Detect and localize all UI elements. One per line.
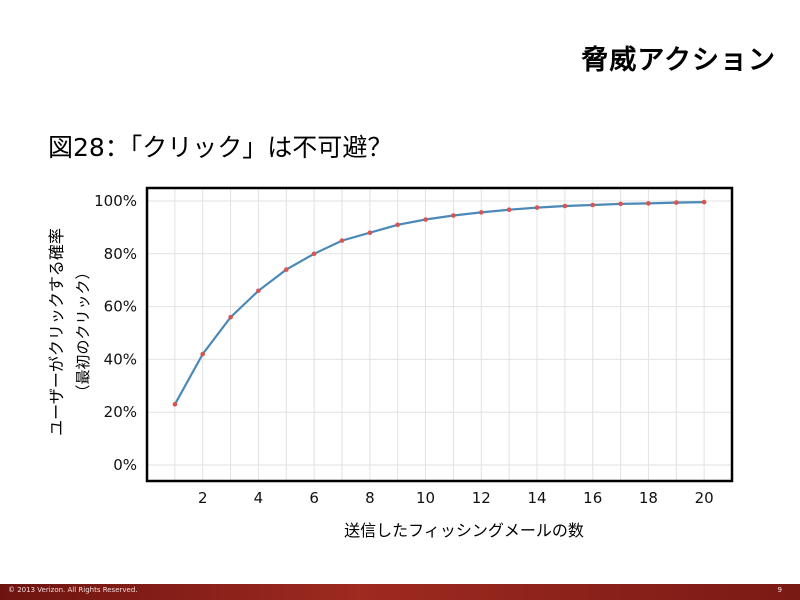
y-tick-label: 80% <box>104 245 137 263</box>
data-point <box>228 314 233 320</box>
data-point <box>423 217 428 222</box>
data-point <box>701 199 707 205</box>
series-line <box>173 201 705 405</box>
slide-header-title: 脅威アクション <box>581 45 776 76</box>
y-tick-label: 100% <box>94 192 137 210</box>
y-tick-label: 20% <box>104 403 137 421</box>
data-point <box>618 201 623 207</box>
x-tick-label: 8 <box>365 489 375 507</box>
y-tick-label: 0% <box>113 456 137 474</box>
x-tick-label: 4 <box>254 489 264 507</box>
x-tick-label: 14 <box>527 489 546 507</box>
data-point <box>562 203 568 209</box>
data-point <box>284 267 289 272</box>
data-point <box>256 288 261 294</box>
data-point <box>534 205 540 210</box>
x-tick-label: 6 <box>309 489 319 507</box>
data-point <box>646 201 651 206</box>
data-point <box>311 251 317 257</box>
y-axis-label: ユーザーがクリックする確率 <box>47 228 66 436</box>
plot-frame <box>145 186 734 483</box>
y-tick-labels: 0% 20% 40% 60% 80% 100% <box>94 192 137 474</box>
x-tick-label: 16 <box>583 489 602 507</box>
footer-copyright: © 2013 Verizon. All Rights Reserved. <box>8 586 138 594</box>
page-number: 9 <box>777 586 782 594</box>
x-axis-label: 送信したフィッシングメールの数 <box>344 521 584 540</box>
data-point <box>451 213 456 218</box>
data-point <box>590 202 595 208</box>
x-tick-label: 10 <box>416 489 435 507</box>
data-point <box>479 210 484 215</box>
x-tick-label: 12 <box>472 489 491 507</box>
footer-bar: © 2013 Verizon. All Rights Reserved. 9 <box>0 584 800 600</box>
data-point <box>395 222 401 228</box>
data-point <box>339 238 345 243</box>
data-point <box>506 207 512 212</box>
y-tick-label: 60% <box>104 298 137 316</box>
data-point <box>200 351 205 357</box>
x-tick-label: 18 <box>639 489 658 507</box>
x-tick-label: 20 <box>695 489 714 507</box>
y-axis-sublabel: （最初のクリック） <box>74 264 92 399</box>
grid-lines <box>147 188 732 481</box>
figure-title: 図28：「クリック」は不可避？ <box>48 133 393 162</box>
data-point <box>172 402 178 407</box>
data-point <box>367 230 373 235</box>
x-tick-label: 2 <box>198 489 208 507</box>
x-tick-labels: 2 4 6 8 10 12 14 16 18 20 <box>198 489 714 507</box>
y-tick-label: 40% <box>104 350 137 368</box>
data-point <box>674 200 679 205</box>
data-points <box>172 199 707 407</box>
